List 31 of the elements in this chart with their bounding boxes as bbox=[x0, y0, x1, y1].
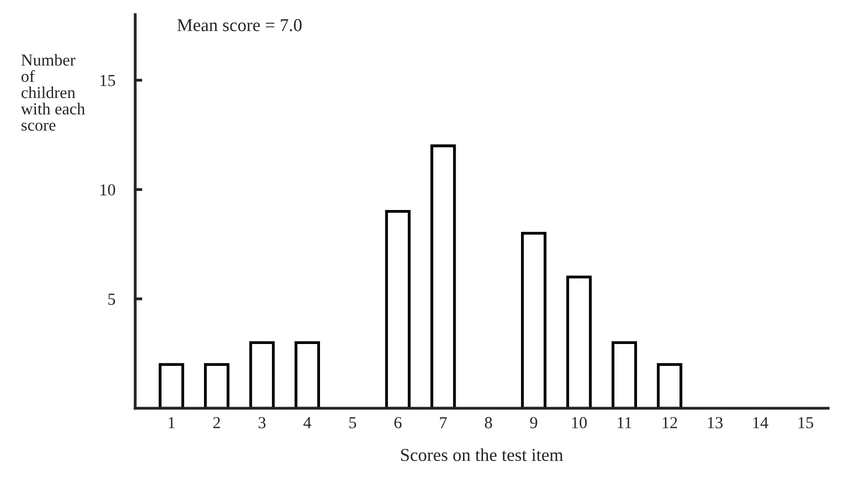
x-tick-label: 15 bbox=[798, 417, 814, 428]
y-tick-label: 5 bbox=[108, 294, 116, 305]
bar bbox=[385, 210, 411, 408]
bar bbox=[430, 144, 456, 408]
y-tick-label: 15 bbox=[100, 74, 116, 86]
bar bbox=[158, 363, 184, 408]
x-tick-label: 2 bbox=[213, 417, 220, 428]
x-tick-label: 14 bbox=[753, 417, 768, 428]
x-tick-label: 3 bbox=[258, 417, 266, 428]
bar bbox=[566, 276, 592, 408]
x-tick-label: 11 bbox=[618, 417, 632, 428]
x-tick-label: 4 bbox=[303, 417, 312, 428]
x-tick-label: 6 bbox=[394, 417, 402, 428]
bar bbox=[294, 341, 320, 408]
y-axis-title: Number of children with each score bbox=[20, 54, 85, 131]
bar bbox=[204, 363, 230, 408]
x-tick-label: 13 bbox=[708, 417, 723, 428]
bar bbox=[521, 232, 546, 408]
bar bbox=[656, 363, 682, 408]
x-tick-label: 1 bbox=[168, 417, 175, 428]
x-tick-label: 8 bbox=[484, 417, 492, 428]
bar bbox=[612, 341, 638, 408]
x-axis-title: Scores on the test item bbox=[401, 448, 564, 462]
x-tick-label: 9 bbox=[530, 417, 538, 428]
y-tick-label: 10 bbox=[100, 184, 116, 196]
x-tick-label: 7 bbox=[440, 417, 447, 428]
bar bbox=[249, 341, 275, 408]
annotation: Mean score = 7.0 bbox=[177, 19, 302, 32]
x-tick-label: 12 bbox=[662, 417, 678, 428]
x-tick-label: 5 bbox=[349, 417, 356, 428]
x-tick-label: 10 bbox=[572, 417, 587, 428]
